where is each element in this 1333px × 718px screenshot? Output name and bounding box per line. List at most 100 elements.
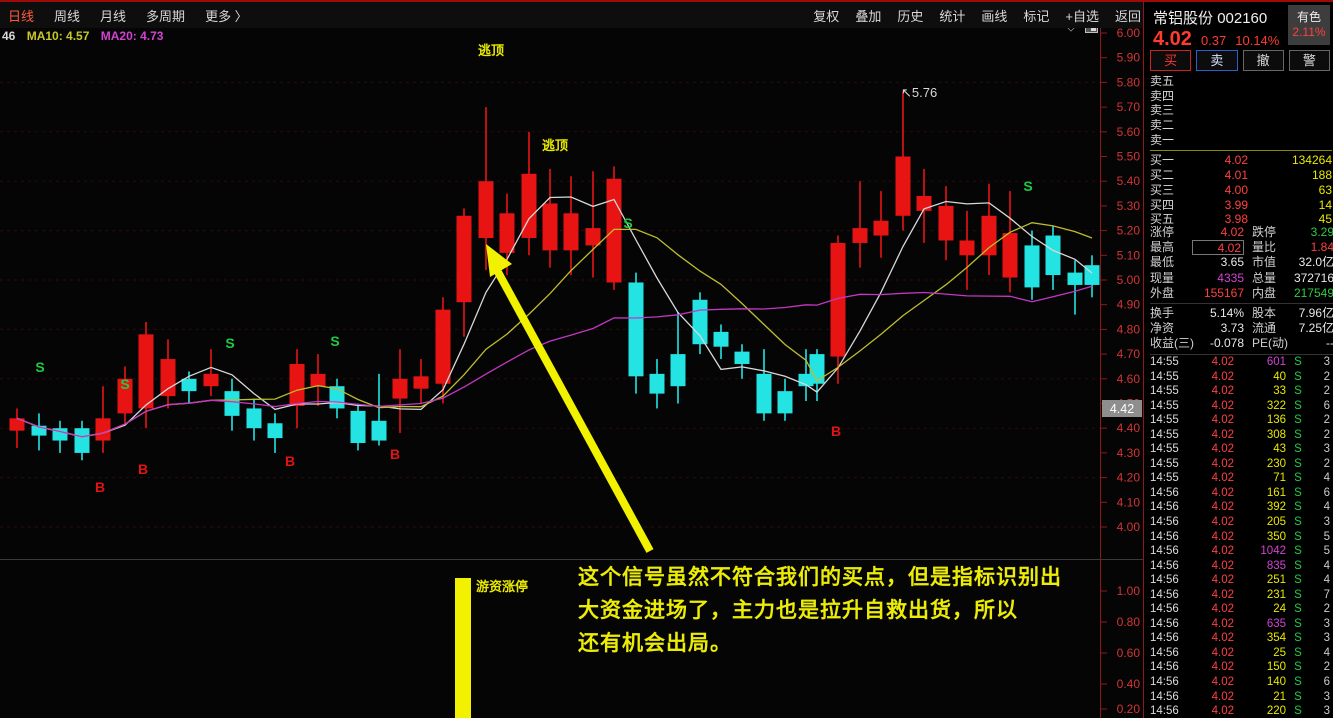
tab-日线[interactable]: 日线 [8,9,35,24]
trade-time: 14:56 [1150,545,1179,558]
trade-count: 2 [1323,370,1330,383]
stat-label: 换手 [1150,305,1175,320]
stat-label: 最高 [1150,240,1175,255]
buy-level-row[interactable]: 买一 4.02 134264 [1150,153,1332,168]
trade-volume: 140 [1266,676,1286,689]
sell-level-row[interactable]: 卖二 [1150,118,1332,133]
sell-level-row[interactable]: 卖一 [1150,133,1332,148]
buy-level-vol: 45 [1318,212,1332,227]
sector-badge[interactable]: 有色 2.11% [1288,5,1330,45]
sell-level-price [1190,118,1248,133]
trade-time: 14:56 [1150,574,1179,587]
y-axis-label: 4.30 [1117,446,1141,460]
trade-time: 14:56 [1150,705,1179,718]
y-axis-label: 4.90 [1117,298,1141,312]
sell-level-label: 卖五 [1150,74,1175,88]
trade-volume: 322 [1266,399,1286,412]
tool-+自选[interactable]: +自选 [1065,9,1099,24]
stat-value: 4.02 [1220,225,1244,239]
trade-row: 14:55 4.02 601 S 3 [1150,355,1333,370]
trade-volume: 392 [1266,501,1286,514]
trade-count: 2 [1323,603,1330,616]
y-axis-label: 5.60 [1117,125,1141,139]
trade-side-flag: S [1294,632,1302,645]
buy-level-row[interactable]: 买二 4.01 188 [1150,168,1332,183]
indicator-bar-label: 游资涨停 [476,579,528,594]
trade-price: 4.02 [1211,676,1234,689]
trade-count: 2 [1323,428,1330,441]
trade-volume: 43 [1273,443,1286,456]
trade-count: 5 [1323,545,1330,558]
stat-value: -0.078 [1209,336,1244,351]
trade-row: 14:56 4.02 835 S 4 [1150,559,1333,574]
trade-row: 14:56 4.02 392 S 4 [1150,500,1333,515]
trade-price: 4.02 [1211,356,1234,368]
tool-统计[interactable]: 统计 [939,9,966,24]
trade-side-flag: S [1294,443,1302,456]
tool-画线[interactable]: 画线 [981,9,1008,24]
trade-row: 14:56 4.02 220 S 3 [1150,704,1333,718]
trade-row: 14:56 4.02 205 S 3 [1150,515,1333,530]
trade-volume: 24 [1273,603,1286,616]
trade-volume: 350 [1266,530,1286,543]
y-axis-label: 4.20 [1117,471,1141,485]
tool-历史[interactable]: 历史 [897,9,924,24]
button-撤[interactable]: 撤 [1242,50,1284,71]
trade-count: 3 [1323,617,1330,630]
sell-level-row[interactable]: 卖五 [1150,74,1332,89]
trade-price: 4.02 [1211,617,1234,630]
tool-复权[interactable]: 复权 [813,9,840,24]
trade-side-flag: S [1294,690,1302,703]
trade-side-flag: S [1294,705,1302,718]
sell-level-row[interactable]: 卖四 [1150,89,1332,104]
stat-value: 3.29 [1310,225,1333,239]
y-axis-label: 4.00 [1117,520,1141,534]
tab-更多 〉[interactable]: 更多 〉 [205,9,248,24]
button-卖[interactable]: 卖 [1196,50,1238,71]
commentary-annotation: 这个信号虽然不符合我们的买点，但是指标识别出 大资金进场了，主力也是拉升自救出货，… [578,561,1062,660]
tab-周线[interactable]: 周线 [54,9,81,24]
buy-level-row[interactable]: 买三 4.00 63 [1150,183,1332,198]
price-row: 4.02 0.37 10.14% [1153,28,1279,51]
buy-level-row[interactable]: 买五 3.98 45 [1150,212,1332,227]
trade-time: 14:56 [1150,501,1179,514]
trade-time: 14:56 [1150,588,1179,601]
sell-level-vol [1248,133,1332,148]
commentary-line-2: 大资金进场了，主力也是拉升自救出货，所以 [578,599,1018,622]
trade-price: 4.02 [1211,385,1234,398]
trade-volume: 136 [1266,414,1286,427]
trade-price: 4.02 [1211,399,1234,412]
tool-标记[interactable]: 标记 [1023,9,1050,24]
sell-level-row[interactable]: 卖三 [1150,103,1332,118]
buy-level-row[interactable]: 买四 3.99 14 [1150,198,1332,213]
candle-body [756,373,772,414]
stat-label: 市值 [1252,255,1277,270]
sell-level-price [1190,89,1248,104]
stat-label: 量比 [1252,240,1277,255]
trade-count: 4 [1323,646,1330,659]
book-divider [1150,150,1332,152]
trade-price: 4.02 [1211,646,1234,659]
trade-time: 14:55 [1150,385,1179,398]
sell-level-label: 卖二 [1150,118,1175,133]
y-axis-label: 4.70 [1117,347,1141,361]
trade-row: 14:55 4.02 43 S 3 [1150,442,1333,457]
price-change-pct: 10.14% [1235,33,1280,48]
candle-body [117,378,133,414]
button-警[interactable]: 警 [1288,50,1330,71]
trade-row: 14:56 4.02 251 S 4 [1150,573,1333,588]
stat-label: 外盘 [1150,285,1175,300]
tab-多周期[interactable]: 多周期 [146,9,186,24]
button-买[interactable]: 买 [1150,50,1192,71]
candle-body [628,282,644,377]
trade-volume: 220 [1266,705,1286,718]
stat-row: 涨停 4.02 跌停 3.29 [1150,225,1333,240]
sell-level-label: 卖三 [1150,103,1175,118]
tool-叠加[interactable]: 叠加 [855,9,882,24]
trade-count: 7 [1323,588,1330,601]
candle-body [456,215,472,303]
trade-side-flag: S [1294,399,1302,412]
trade-row: 14:55 4.02 71 S 4 [1150,471,1333,486]
tool-返回[interactable]: 返回 [1114,9,1141,24]
tab-月线[interactable]: 月线 [100,9,127,24]
